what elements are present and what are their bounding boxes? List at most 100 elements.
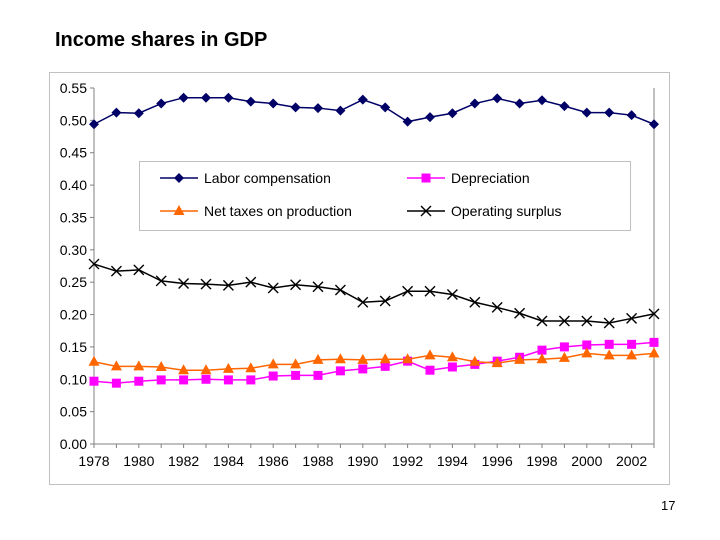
- data-point-labor-compensation: [268, 98, 279, 109]
- x-stroke: [357, 296, 369, 308]
- data-point-depreciation: [358, 364, 368, 374]
- legend-marker: [174, 173, 184, 183]
- data-point-operating-surplus: [424, 285, 436, 297]
- y-tick-label: 0.35: [60, 209, 87, 225]
- data-point-depreciation: [335, 366, 345, 376]
- data-point-depreciation: [559, 342, 569, 352]
- data-point-operating-surplus: [558, 315, 570, 327]
- data-point-net-taxes-on-production: [312, 353, 324, 364]
- x-tick-label: 1994: [437, 453, 468, 469]
- data-point-depreciation: [313, 370, 323, 380]
- x-stroke: [379, 295, 391, 307]
- x-stroke: [491, 301, 503, 313]
- data-point-labor-compensation: [223, 92, 234, 103]
- data-point-operating-surplus: [222, 279, 234, 291]
- x-tick-label: 1988: [302, 453, 333, 469]
- x-tick-label: 1996: [482, 453, 513, 469]
- data-point-operating-surplus: [514, 307, 526, 319]
- data-point-net-taxes-on-production: [357, 353, 369, 364]
- legend-item-depreciation: Depreciation: [407, 170, 530, 186]
- data-point-operating-surplus: [290, 279, 302, 291]
- x-stroke: [267, 282, 279, 294]
- data-point-operating-surplus: [200, 278, 212, 290]
- data-point-net-taxes-on-production: [245, 362, 257, 373]
- data-point-depreciation: [380, 361, 390, 371]
- data-point-net-taxes-on-production: [110, 360, 122, 371]
- data-point-net-taxes-on-production: [379, 353, 391, 364]
- x-stroke: [312, 281, 324, 293]
- data-point-operating-surplus: [536, 315, 548, 327]
- legend-box: [139, 161, 631, 231]
- data-point-depreciation: [179, 375, 189, 385]
- data-point-net-taxes-on-production: [626, 349, 638, 360]
- data-point-depreciation: [134, 376, 144, 386]
- x-stroke: [88, 258, 100, 270]
- y-tick-label: 0.30: [60, 242, 87, 258]
- data-point-operating-surplus: [402, 285, 414, 297]
- data-point-labor-compensation: [402, 116, 413, 127]
- data-point-net-taxes-on-production: [491, 357, 503, 368]
- series-labor-compensation: [89, 92, 659, 130]
- y-tick-label: 0.05: [60, 404, 87, 420]
- x-stroke: [222, 279, 234, 291]
- legend-item-operating-surplus: Operating surplus: [407, 203, 562, 219]
- x-stroke: [558, 315, 570, 327]
- y-tick-label: 0.25: [60, 274, 87, 290]
- data-point-operating-surplus: [648, 308, 660, 320]
- data-point-operating-surplus: [178, 277, 190, 289]
- legend-label: Operating surplus: [451, 203, 562, 219]
- x-stroke: [603, 317, 615, 329]
- data-point-operating-surplus: [581, 315, 593, 327]
- data-point-labor-compensation: [178, 92, 189, 103]
- legend-marker: [420, 205, 432, 217]
- x-tick-label: 1982: [168, 453, 199, 469]
- x-stroke: [155, 275, 167, 287]
- data-point-net-taxes-on-production: [155, 360, 167, 371]
- data-point-net-taxes-on-production: [133, 360, 145, 371]
- data-point-labor-compensation: [245, 96, 256, 107]
- data-point-depreciation: [604, 339, 614, 349]
- data-point-labor-compensation: [492, 93, 503, 104]
- page-number: 17: [661, 498, 676, 513]
- data-point-labor-compensation: [581, 107, 592, 118]
- x-stroke: [446, 288, 458, 300]
- data-point-operating-surplus: [267, 282, 279, 294]
- data-point-labor-compensation: [89, 119, 99, 130]
- data-point-depreciation: [111, 378, 121, 388]
- data-point-operating-surplus: [133, 264, 145, 276]
- data-point-net-taxes-on-production: [222, 362, 234, 373]
- x-tick-label: 1978: [78, 453, 109, 469]
- data-point-operating-surplus: [446, 288, 458, 300]
- data-point-depreciation: [537, 345, 547, 355]
- data-point-labor-compensation: [133, 108, 144, 119]
- data-point-net-taxes-on-production: [334, 353, 346, 364]
- data-point-net-taxes-on-production: [200, 364, 212, 375]
- x-stroke: [469, 296, 481, 308]
- data-point-labor-compensation: [447, 108, 458, 119]
- data-point-net-taxes-on-production: [424, 349, 436, 360]
- y-tick-label: 0.40: [60, 177, 87, 193]
- data-point-net-taxes-on-production: [514, 353, 526, 364]
- data-point-labor-compensation: [156, 98, 167, 109]
- data-point-labor-compensation: [604, 107, 615, 118]
- legend-label: Labor compensation: [204, 170, 331, 186]
- data-point-operating-surplus: [245, 276, 257, 288]
- data-point-operating-surplus: [334, 284, 346, 296]
- legend-item-net-taxes-on-production: Net taxes on production: [160, 203, 352, 219]
- legend-item-labor-compensation: Labor compensation: [160, 170, 331, 186]
- data-point-depreciation: [268, 371, 278, 381]
- x-stroke: [514, 307, 526, 319]
- series-operating-surplus: [88, 258, 660, 329]
- data-point-labor-compensation: [559, 101, 570, 112]
- y-tick-label: 0.20: [60, 307, 87, 323]
- data-point-operating-surplus: [110, 265, 122, 277]
- data-point-net-taxes-on-production: [290, 358, 302, 369]
- y-tick-label: 0.15: [60, 339, 87, 355]
- data-point-net-taxes-on-production: [469, 355, 481, 366]
- data-point-labor-compensation: [425, 112, 435, 123]
- data-point-depreciation: [89, 376, 99, 386]
- data-point-labor-compensation: [537, 95, 547, 106]
- x-stroke: [536, 315, 548, 327]
- data-point-operating-surplus: [469, 296, 481, 308]
